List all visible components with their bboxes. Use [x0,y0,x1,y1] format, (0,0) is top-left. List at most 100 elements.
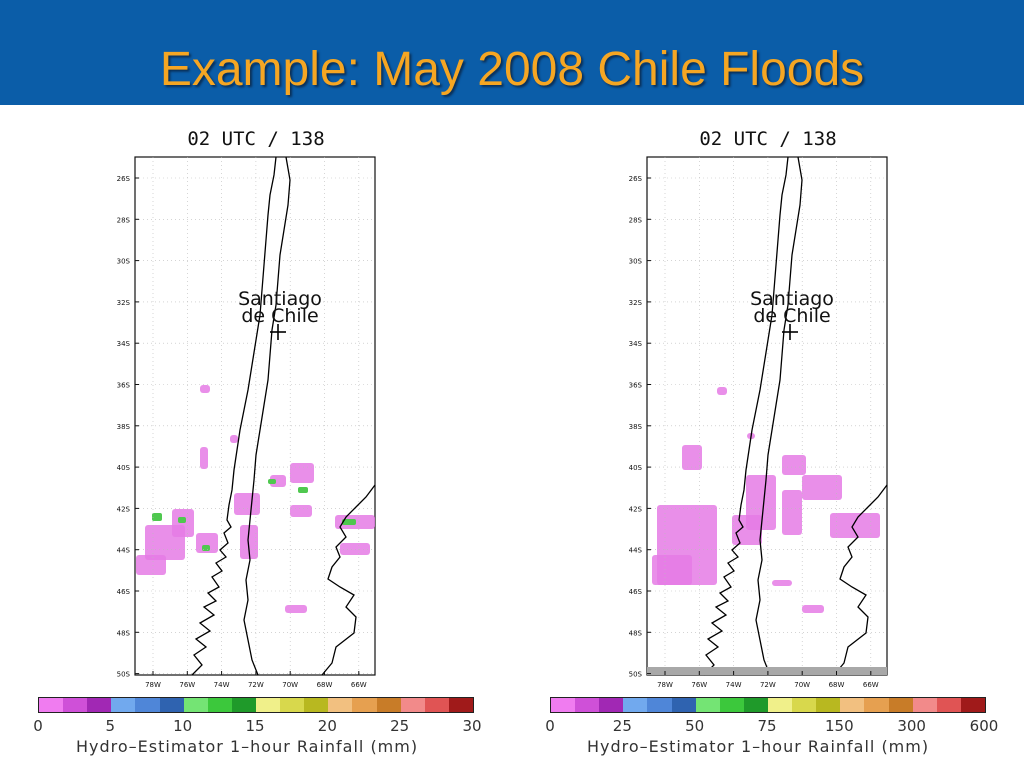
coastline [191,156,277,676]
colorbar-swatch [376,698,401,712]
colorbar-swatch [792,698,817,712]
latitude-label: 44S [117,547,131,555]
rainfall-area [200,447,208,469]
rainfall-area [196,533,218,553]
city-label-line2: de Chile [241,305,318,327]
rainfall-area [230,435,238,443]
latitude-label: 32S [629,299,643,307]
colorbar-swatch [207,698,232,712]
colorbar-swatch [599,698,624,712]
left-panel-title: 02 UTC / 138 [187,128,325,150]
colorbar-tick-label: 15 [245,717,265,735]
longitude-label: 74W [726,681,742,689]
latitude-label: 34S [629,340,643,348]
title-banner: Example: May 2008 Chile Floods [0,0,1024,105]
longitude-label: 74W [214,681,230,689]
latitude-label: 42S [117,505,131,513]
colorbar-swatch [840,698,865,712]
rainfall-area [285,605,307,613]
longitude-label: 68W [829,681,845,689]
rainfall-area [240,525,258,559]
colorbar-tick-label: 75 [757,717,777,735]
colorbar-swatch [352,698,377,712]
latitude-label: 36S [629,382,643,390]
latitude-label: 26S [629,175,643,183]
colorbar-tick-label: 30 [462,717,482,735]
colorbar-swatch [936,698,961,712]
latitude-label: 46S [629,588,643,596]
colorbar-swatch [183,698,208,712]
rainfall-area [234,493,260,515]
city-label-line1: Santiago [750,288,834,310]
longitude-label: 76W [179,681,195,689]
country-border [243,156,291,676]
colorbar-tick-label: 0 [33,717,43,735]
longitude-label: 68W [317,681,333,689]
colorbar-swatch [671,698,696,712]
city-marker-icon [782,324,798,340]
rainfall-area [802,605,824,613]
heavy-rainfall-area [202,545,210,551]
latitude-label: 46S [117,588,131,596]
heavy-rainfall-area [178,517,186,523]
rainfall-area [340,543,370,555]
longitude-label: 72W [760,681,776,689]
colorbar-swatch [87,698,112,712]
latitude-label: 40S [117,464,131,472]
colorbar-swatch [647,698,672,712]
rainfall-area [682,445,702,470]
latitude-label: 36S [117,382,131,390]
longitude-label: 78W [657,681,673,689]
colorbar-tick-label: 5 [105,717,116,735]
atlantic-coastline [321,484,376,676]
left-colorbar [38,697,474,713]
longitude-label: 66W [351,681,367,689]
longitude-label: 66W [863,681,879,689]
latitude-label: 28S [117,216,131,224]
rainfall-area [802,475,842,500]
colorbar-swatch [551,698,576,712]
colorbar-swatch [63,698,88,712]
left-rainfall-map: 26S 28S 30S 32S 34S 36S 38S 40S 42S 44S 46S 48S 50S 7… [117,156,376,689]
colorbar-tick-label: 150 [825,717,854,735]
slide-title: Example: May 2008 Chile Floods [159,43,865,96]
latitude-label: 38S [629,423,643,431]
latitude-label: 30S [117,258,131,266]
left-colorbar-caption: Hydro–Estimator 1–hour Rainfall (mm) [76,737,419,756]
atlantic-coastline [833,484,888,676]
latitude-label: 34S [117,340,131,348]
right-panel-title: 02 UTC / 138 [699,128,837,150]
latitude-label: 48S [117,629,131,637]
map-frame [646,156,888,676]
colorbar-swatch [231,698,256,712]
latitude-label: 28S [629,216,643,224]
latitude-label: 26S [117,175,131,183]
colorbar-swatch [623,698,648,712]
colorbar-swatch [767,698,793,712]
colorbar-tick-label: 50 [685,717,705,735]
rainfall-area [772,580,792,586]
heavy-rainfall-area [342,519,356,525]
colorbar-swatch [575,698,600,712]
colorbar-swatch [39,698,64,712]
right-colorbar [550,697,986,713]
rainfall-area [782,455,806,475]
rainfall-area [290,463,314,483]
colorbar-swatch [159,698,184,712]
longitude-label: 72W [248,681,264,689]
latitude-label: 50S [629,671,643,679]
colorbar-swatch [424,698,449,712]
colorbar-swatch [816,698,841,712]
longitude-label: 78W [145,681,161,689]
longitude-label: 70W [282,681,298,689]
colorbar-swatch [280,698,305,712]
rainfall-area [746,475,776,530]
heavy-rainfall-area [298,487,308,493]
colorbar-tick-label: 300 [897,717,926,735]
colorbar-swatch [135,698,160,712]
colorbar-swatch [864,698,889,712]
colorbar-swatch [719,698,744,712]
rainfall-area [136,555,166,575]
colorbar-tick-label: 0 [545,717,555,735]
longitude-label: 76W [691,681,707,689]
